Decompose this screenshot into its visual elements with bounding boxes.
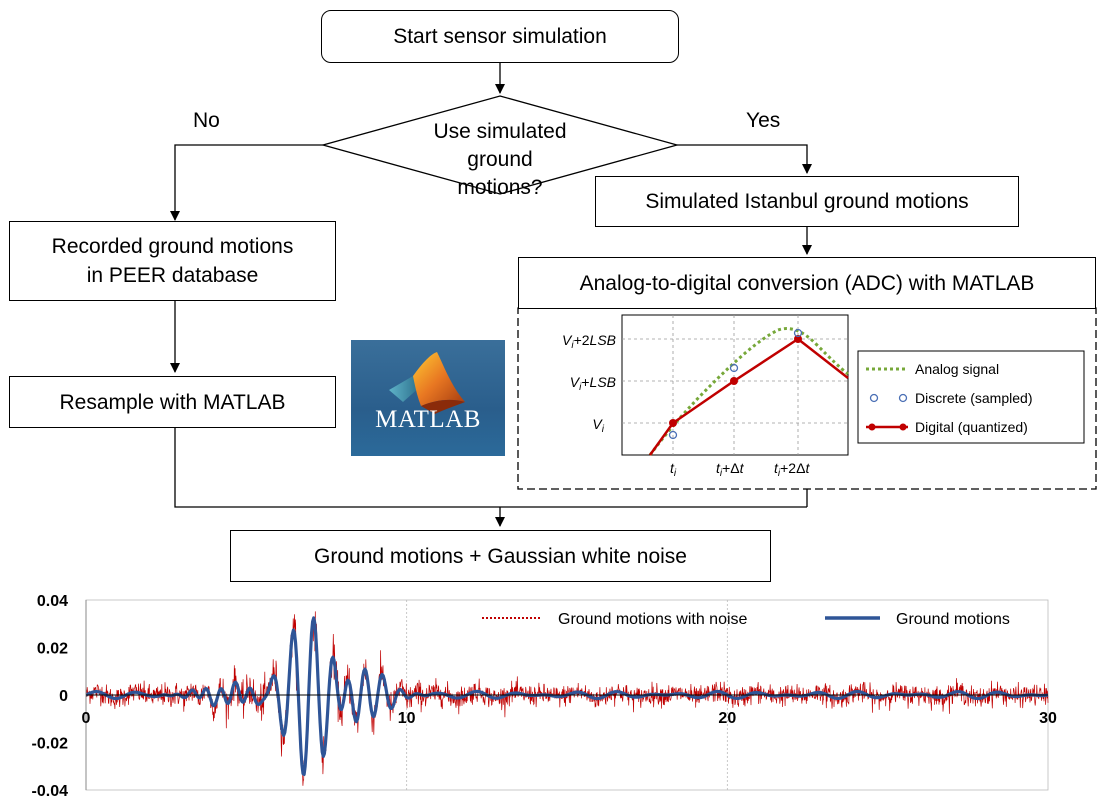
discrete-point-3: [793, 328, 803, 338]
digital-point-3: [794, 335, 802, 343]
adc-x-label-2: ti+Δt: [716, 460, 745, 479]
adc-y-label-2: Vi+LSB: [570, 374, 616, 393]
simulated-motions-box: Simulated Istanbul ground motions: [595, 176, 1019, 227]
legend-digital-dot-b: [899, 423, 907, 431]
analog-signal-curve: [648, 327, 849, 456]
x-tick-label: 30: [1039, 710, 1057, 727]
matlab-logo-text: MATLAB: [375, 406, 481, 433]
discrete-point-2: [729, 363, 739, 373]
discrete-point-1: [668, 430, 678, 440]
start-terminal: Start sensor simulation: [321, 10, 679, 63]
recorded-line-2: in PEER database: [86, 264, 259, 287]
simulated-label: Simulated Istanbul ground motions: [645, 190, 969, 213]
adc-x-label-3: ti+2Δt: [774, 460, 810, 479]
recorded-line-1: Recorded ground motions: [51, 235, 294, 258]
legend-gm-label: Ground motions: [896, 611, 1010, 628]
chart-legend: Ground motions with noise Ground motions: [482, 611, 1010, 628]
x-tick-label: 0: [82, 710, 91, 727]
adc-plot: Vi+2LSB Vi+LSB Vi ti ti+Δt ti+2Δt Analog…: [562, 314, 1085, 479]
decision-line-1: Use simulated: [433, 120, 567, 143]
legend-analog-label: Analog signal: [915, 361, 999, 377]
matlab-membrane-icon: [389, 352, 465, 414]
y-tick-label: 0: [59, 688, 68, 705]
arrow-yes-branch: [677, 144, 812, 174]
matlab-logo: MATLAB: [351, 340, 505, 456]
merge-box: Ground motions + Gaussian white noise: [230, 530, 771, 582]
ground-motion-series-line: [85, 616, 1049, 776]
start-label: Start sensor simulation: [393, 25, 607, 48]
legend-digital-label: Digital (quantized): [915, 419, 1028, 435]
decision-diamond: [320, 95, 680, 195]
x-tick-label: 10: [398, 710, 416, 727]
adc-title: Analog-to-digital conversion (ADC) with …: [579, 271, 1035, 295]
y-tick-label: 0.02: [37, 641, 68, 658]
no-label: No: [193, 109, 220, 132]
ground-motion-path: [85, 616, 1049, 776]
legend-digital-dot-a: [868, 423, 876, 431]
arrow-no-branch: [170, 144, 323, 221]
adc-plot-frame: [621, 314, 849, 456]
adc-y-label-1: Vi+2LSB: [562, 332, 616, 351]
decision-line-2: ground motions?: [457, 148, 543, 199]
y-tick-label: -0.02: [32, 736, 69, 753]
y-tick-label: -0.04: [32, 783, 69, 800]
adc-title-box: Analog-to-digital conversion (ADC) with …: [518, 257, 1096, 309]
recorded-motions-box: Recorded ground motions in PEER database: [9, 221, 336, 301]
chart-axes: 0.04 0.02 0 -0.02 -0.04 0 10 20 30: [32, 593, 1057, 800]
merge-line-left: [174, 428, 500, 508]
legend-discrete-label: Discrete (sampled): [915, 390, 1032, 406]
adc-y-label-3: Vi: [592, 416, 604, 435]
digital-point-2: [730, 377, 738, 385]
legend-noise-label: Ground motions with noise: [558, 611, 748, 628]
yes-label: Yes: [746, 109, 781, 132]
digital-point-1: [669, 419, 677, 427]
resample-label: Resample with MATLAB: [59, 390, 286, 414]
ground-motion-chart: 0.04 0.02 0 -0.02 -0.04 0 10 20 30 Ground motion…: [32, 593, 1057, 800]
resample-box: Resample with MATLAB: [9, 376, 336, 428]
adc-x-label-1: ti: [670, 460, 677, 479]
merge-label: Ground motions + Gaussian white noise: [314, 544, 687, 568]
legend-discrete-swatch-a: [869, 393, 879, 403]
legend-discrete-swatch-b: [898, 393, 908, 403]
x-tick-label: 20: [718, 710, 736, 727]
y-tick-label: 0.04: [37, 593, 68, 610]
decision-text: Use simulated ground motions?: [425, 118, 575, 202]
